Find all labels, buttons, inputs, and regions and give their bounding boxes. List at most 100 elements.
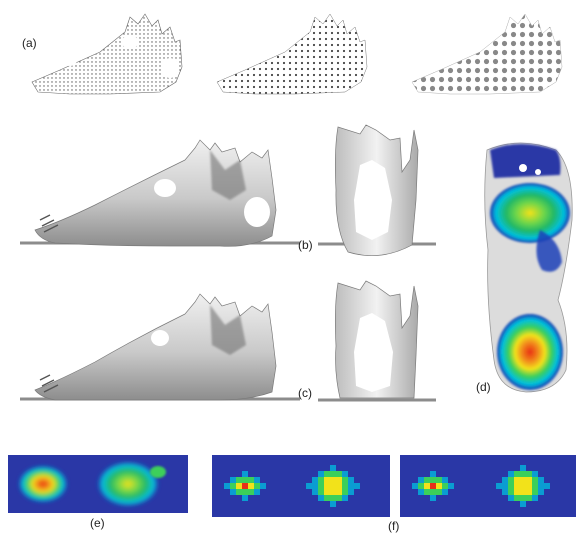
pressure-cell bbox=[430, 495, 436, 501]
pressure-cell bbox=[324, 495, 330, 501]
pressure-cell bbox=[448, 483, 454, 489]
pressure-cell bbox=[224, 483, 230, 489]
panel-c-shoe bbox=[20, 280, 436, 402]
pressure-cell bbox=[330, 465, 336, 471]
pressure-cell bbox=[318, 483, 324, 489]
pressure-cell bbox=[342, 489, 348, 495]
panel-label-c: (c) bbox=[298, 386, 312, 400]
pressure-cell bbox=[532, 477, 538, 483]
pressure-cell bbox=[526, 489, 532, 495]
pressure-cell bbox=[424, 489, 430, 495]
pressure-cell bbox=[502, 489, 508, 495]
pressure-cell bbox=[520, 495, 526, 501]
pressure-cell bbox=[318, 471, 324, 477]
pressure-cell bbox=[520, 501, 526, 507]
pressure-cell bbox=[442, 489, 448, 495]
pressure-cell bbox=[260, 483, 266, 489]
pressure-cell bbox=[538, 483, 544, 489]
pressure-cell bbox=[508, 495, 514, 501]
pressure-cell bbox=[312, 489, 318, 495]
pressure-cell bbox=[526, 495, 532, 501]
pressure-cell bbox=[544, 483, 550, 489]
pressure-cell bbox=[242, 477, 248, 483]
pressure-cell bbox=[336, 471, 342, 477]
panel-a-pointclouds bbox=[31, 13, 563, 95]
pressure-cell bbox=[348, 489, 354, 495]
pressure-cell bbox=[520, 489, 526, 495]
pressure-cell bbox=[342, 477, 348, 483]
pressure-cell bbox=[532, 489, 538, 495]
pressure-cell bbox=[248, 477, 254, 483]
pressure-cell bbox=[342, 495, 348, 501]
pressure-cell bbox=[324, 483, 330, 489]
pressure-cell bbox=[330, 501, 336, 507]
pressure-cell bbox=[336, 489, 342, 495]
pressure-cell bbox=[236, 477, 242, 483]
pressure-cell bbox=[430, 483, 436, 489]
panel-e-pressure-map bbox=[8, 455, 188, 513]
pressure-cell bbox=[248, 483, 254, 489]
pressure-cell bbox=[430, 471, 436, 477]
pressure-cell bbox=[230, 477, 236, 483]
pressure-cell bbox=[436, 477, 442, 483]
pointcloud-fine bbox=[31, 13, 183, 95]
pressure-cell bbox=[514, 471, 520, 477]
pressure-cell bbox=[330, 477, 336, 483]
pressure-cell bbox=[526, 483, 532, 489]
pressure-cell bbox=[336, 495, 342, 501]
pressure-cell bbox=[496, 483, 502, 489]
pressure-cell bbox=[336, 483, 342, 489]
map-f2-pixels bbox=[412, 465, 550, 507]
pressure-cell bbox=[424, 477, 430, 483]
pressure-cell bbox=[312, 477, 318, 483]
pressure-cell bbox=[324, 489, 330, 495]
panel-b-shoe bbox=[20, 124, 436, 257]
pressure-cell bbox=[306, 483, 312, 489]
pressure-cell bbox=[236, 483, 242, 489]
pressure-cell bbox=[502, 477, 508, 483]
pressure-cell bbox=[242, 471, 248, 477]
pressure-cell bbox=[508, 471, 514, 477]
pressure-cell bbox=[342, 471, 348, 477]
pressure-cell bbox=[520, 483, 526, 489]
pressure-cell bbox=[430, 489, 436, 495]
hole-b1 bbox=[154, 179, 176, 197]
pressure-cell bbox=[442, 483, 448, 489]
pressure-cell bbox=[526, 477, 532, 483]
panel-d-foot-pressure bbox=[484, 142, 573, 393]
pressure-cell bbox=[354, 483, 360, 489]
pointcloud-coarse bbox=[411, 13, 563, 95]
pressure-cell bbox=[418, 477, 424, 483]
pressure-cell bbox=[318, 477, 324, 483]
pressure-cell bbox=[532, 483, 538, 489]
pressure-cell bbox=[532, 495, 538, 501]
pressure-cell bbox=[436, 489, 442, 495]
panel-label-a: (a) bbox=[22, 36, 37, 50]
pressure-cell bbox=[412, 483, 418, 489]
pressure-cell bbox=[418, 483, 424, 489]
pressure-cell bbox=[330, 483, 336, 489]
pressure-cell bbox=[318, 489, 324, 495]
pressure-cell bbox=[230, 489, 236, 495]
pressure-cell bbox=[418, 489, 424, 495]
pressure-cell bbox=[330, 495, 336, 501]
pressure-cell bbox=[324, 471, 330, 477]
pressure-cell bbox=[442, 477, 448, 483]
pressure-cell bbox=[538, 477, 544, 483]
pressure-cell bbox=[514, 477, 520, 483]
pressure-cell bbox=[526, 471, 532, 477]
pressure-cell bbox=[502, 483, 508, 489]
pressure-cell bbox=[336, 477, 342, 483]
pressure-cell bbox=[424, 483, 430, 489]
map-f1-pixels bbox=[224, 465, 360, 507]
pressure-cell bbox=[348, 477, 354, 483]
pressure-cell bbox=[514, 495, 520, 501]
pressure-cell bbox=[236, 489, 242, 495]
panel-label-d: (d) bbox=[476, 380, 491, 394]
pressure-cell bbox=[254, 483, 260, 489]
pointcloud-medium bbox=[216, 13, 368, 95]
pressure-cell bbox=[342, 483, 348, 489]
pressure-cell bbox=[436, 483, 442, 489]
panel-f-pressure-maps bbox=[212, 455, 576, 517]
